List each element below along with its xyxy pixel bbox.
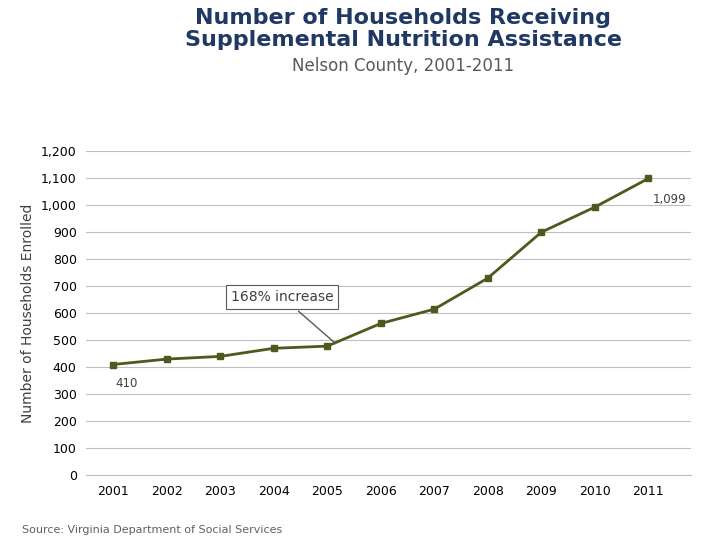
Nelson xyxy=(216,353,225,360)
Text: 168% increase: 168% increase xyxy=(231,290,336,344)
Text: Number of Households Receiving: Number of Households Receiving xyxy=(195,8,611,28)
Text: 1,099: 1,099 xyxy=(652,193,686,206)
Nelson xyxy=(323,343,332,349)
Nelson xyxy=(163,356,171,362)
Text: Supplemental Nutrition Assistance: Supplemental Nutrition Assistance xyxy=(185,30,621,50)
Nelson xyxy=(269,345,278,352)
Y-axis label: Number of Households Enrolled: Number of Households Enrolled xyxy=(22,204,35,423)
Nelson xyxy=(109,361,117,368)
Text: Nelson County, 2001-2011: Nelson County, 2001-2011 xyxy=(292,57,514,75)
Nelson xyxy=(430,306,438,312)
Nelson xyxy=(377,320,385,327)
Nelson xyxy=(537,229,546,235)
Text: 410: 410 xyxy=(116,377,138,390)
Nelson xyxy=(484,275,492,281)
Nelson xyxy=(590,204,599,210)
Text: Source: Virginia Department of Social Services: Source: Virginia Department of Social Se… xyxy=(22,524,282,535)
Line: Nelson: Nelson xyxy=(109,175,652,368)
Nelson xyxy=(644,175,653,181)
